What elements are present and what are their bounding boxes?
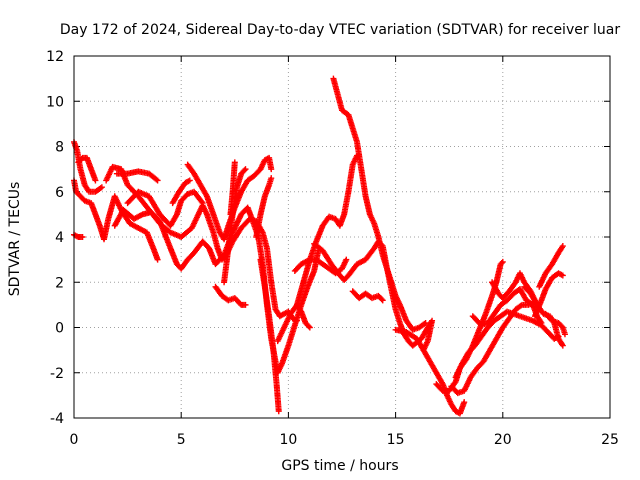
data-point	[98, 184, 105, 191]
series-3	[75, 154, 99, 184]
series-16	[274, 301, 313, 345]
series-4	[71, 231, 86, 240]
x-tick-label: 15	[387, 432, 405, 448]
data-point	[268, 166, 275, 173]
x-tick-label: 5	[177, 432, 186, 448]
plot-frame	[73, 55, 611, 419]
data-point	[421, 320, 428, 327]
data-point	[241, 167, 248, 174]
ticks: -4 -2 0 2 4 6 8 10 12 0 5 10 15 20 25	[46, 49, 619, 448]
x-tick-label: 0	[70, 432, 79, 448]
y-tick-label: 4	[55, 230, 64, 246]
data-point	[306, 324, 313, 331]
data-point	[198, 198, 205, 205]
series-6	[113, 168, 161, 184]
data-point	[186, 177, 193, 184]
data-point	[242, 301, 249, 308]
data-point	[559, 272, 566, 279]
series-24	[448, 299, 538, 397]
series-14	[253, 175, 275, 240]
series-11	[212, 283, 249, 308]
data-marks	[71, 75, 568, 417]
series-26	[469, 286, 545, 329]
data-point	[379, 297, 386, 304]
data-point	[153, 176, 160, 183]
data-point	[538, 319, 545, 326]
data-point	[499, 258, 506, 265]
series-30	[536, 243, 566, 290]
data-point	[422, 319, 429, 326]
series-23	[433, 258, 506, 394]
y-tick-label: -2	[50, 366, 64, 382]
data-point	[231, 159, 238, 166]
series-22	[392, 326, 468, 417]
data-point	[199, 200, 206, 207]
series-21	[349, 288, 386, 304]
data-point	[154, 177, 161, 184]
data-point	[559, 243, 566, 250]
series-20	[330, 75, 429, 333]
data-point	[268, 175, 275, 182]
x-tick-label: 10	[279, 432, 297, 448]
series-19	[291, 256, 350, 277]
y-tick-label: -4	[50, 411, 64, 427]
chart-title: Day 172 of 2024, Sidereal Day-to-day VTE…	[60, 22, 621, 38]
data-point	[275, 408, 282, 415]
series-31	[542, 310, 568, 338]
data-point	[461, 399, 468, 406]
series-29	[531, 270, 566, 320]
data-point	[154, 256, 161, 263]
data-point	[92, 177, 99, 184]
series-15	[257, 256, 282, 415]
data-point	[498, 260, 505, 267]
x-axis-label: GPS time / hours	[281, 458, 398, 474]
series-17	[293, 152, 361, 308]
data-point	[517, 302, 524, 309]
y-tick-label: 6	[55, 185, 64, 201]
series-8	[124, 188, 206, 229]
data-point	[242, 166, 249, 173]
y-tick-label: 12	[46, 49, 64, 65]
y-tick-label: 10	[46, 94, 64, 110]
data-point	[343, 256, 350, 263]
data-point	[559, 342, 566, 349]
data-point	[97, 185, 104, 192]
data-point	[79, 234, 86, 240]
y-tick-label: 8	[55, 140, 64, 156]
series-12	[221, 166, 249, 286]
series-13	[227, 159, 238, 218]
data-point	[305, 323, 312, 330]
y-tick-label: 2	[55, 275, 64, 291]
y-axis-label: SDTVAR / TECUs	[7, 182, 23, 297]
data-point	[378, 296, 385, 303]
series-9	[169, 177, 193, 207]
x-tick-label: 25	[601, 432, 619, 448]
data-point	[561, 331, 568, 338]
y-tick-label: 0	[55, 321, 64, 337]
x-tick-label: 20	[494, 432, 512, 448]
